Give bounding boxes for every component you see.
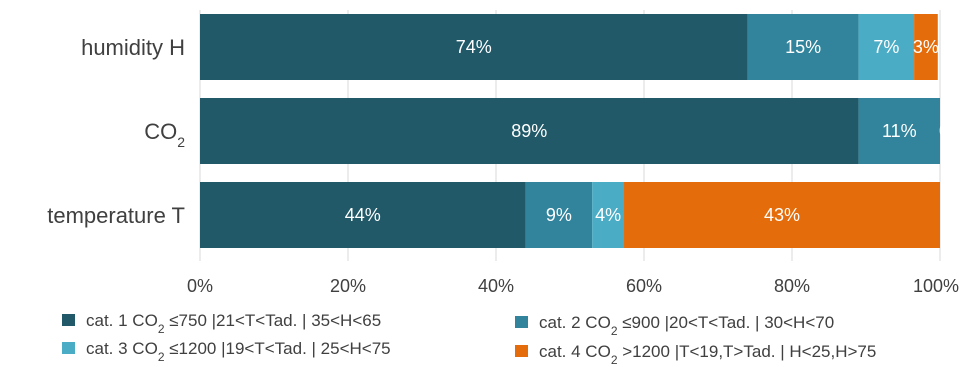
legend: cat. 1 CO2 ≤750 |21<T<Tad. | 35<H<65 cat.…: [62, 311, 876, 367]
data-label: 15%: [785, 37, 821, 57]
data-label: 0%: [939, 121, 965, 141]
legend-entry: cat. 1 CO2 ≤750 |21<T<Tad. | 35<H<65: [86, 311, 381, 336]
text-part: cat. 2 CO: [539, 313, 611, 332]
bar-segment: [592, 182, 625, 248]
bar-segment: [858, 98, 940, 164]
bar-segment: [200, 14, 748, 80]
bar-segment: [624, 182, 940, 248]
data-label: 3%: [913, 37, 939, 57]
x-tick-labels: 0% 20% 40% 60% 80% 100%: [187, 276, 959, 296]
data-label: 43%: [764, 205, 800, 225]
bar-segment: [200, 182, 526, 248]
bar-segment: [858, 14, 915, 80]
category-label: humidity H: [81, 35, 185, 60]
data-label: 74%: [456, 37, 492, 57]
data-label: 7%: [873, 37, 899, 57]
data-label: 4%: [595, 205, 621, 225]
bar-segment: [914, 14, 938, 80]
legend-swatch: [515, 345, 528, 357]
subscript-text: 2: [158, 322, 165, 336]
x-tick-label: 40%: [478, 276, 514, 296]
text-part: CO: [144, 119, 177, 144]
bar-segment: [200, 98, 859, 164]
category-labels: humidity H CO2 temperature T: [47, 35, 185, 228]
text-part: cat. 3 CO: [86, 339, 158, 358]
x-tick-label: 100%: [913, 276, 959, 296]
legend-swatch: [62, 314, 75, 326]
legend-swatch: [515, 316, 528, 328]
legend-swatch: [62, 342, 75, 354]
bar-segment: [747, 14, 859, 80]
subscript-text: 2: [611, 324, 618, 338]
legend-entry: cat. 2 CO2 ≤900 |20<T<Tad. | 30<H<70: [539, 313, 834, 338]
text-part: >1200 |T<19,T>Tad. | H<25,H>75: [618, 342, 877, 361]
data-label: 89%: [511, 121, 547, 141]
data-label: 11%: [882, 121, 917, 141]
bar-segment: [525, 182, 593, 248]
text-part: ≤750 |21<T<Tad. | 35<H<65: [165, 311, 382, 330]
data-label: 9%: [546, 205, 572, 225]
subscript-text: 2: [611, 353, 618, 367]
text-part: cat. 4 CO: [539, 342, 611, 361]
data-label: 44%: [345, 205, 381, 225]
text-part: humidity H: [81, 35, 185, 60]
x-tick-label: 0%: [187, 276, 213, 296]
x-tick-label: 60%: [626, 276, 662, 296]
bars: [200, 14, 940, 248]
text-part: ≤900 |20<T<Tad. | 30<H<70: [618, 313, 835, 332]
subscript-text: 2: [158, 350, 165, 364]
text-part: ≤1200 |19<T<Tad. | 25<H<75: [165, 339, 391, 358]
text-part: cat. 1 CO: [86, 311, 158, 330]
x-tick-label: 80%: [774, 276, 810, 296]
data-labels: 74% 15% 7% 3% 89% 11% 0% 44% 9% 4% 43%: [345, 37, 965, 225]
subscript-text: 2: [177, 134, 185, 150]
text-part: temperature T: [47, 203, 185, 228]
x-tick-label: 20%: [330, 276, 366, 296]
legend-entry: cat. 4 CO2 >1200 |T<19,T>Tad. | H<25,H>7…: [539, 342, 876, 367]
legend-entry: cat. 3 CO2 ≤1200 |19<T<Tad. | 25<H<75: [86, 339, 391, 364]
category-label: temperature T: [47, 203, 185, 228]
category-label: CO2: [144, 119, 185, 150]
